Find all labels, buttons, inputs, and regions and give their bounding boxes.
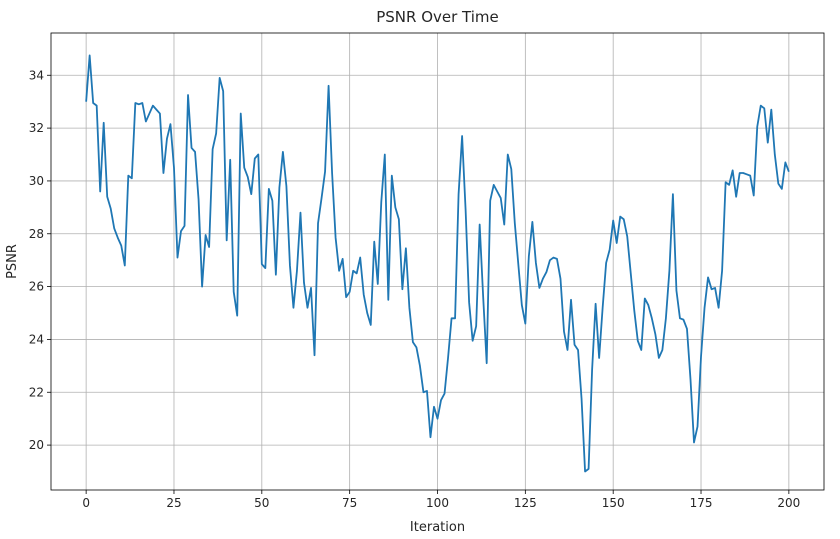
x-tick-label: 25 — [166, 496, 181, 510]
x-tick-label: 0 — [82, 496, 90, 510]
x-tick-label: 200 — [777, 496, 800, 510]
y-tick-label: 28 — [29, 227, 44, 241]
y-axis-label: PSNR — [5, 244, 20, 279]
y-tick-label: 32 — [29, 121, 44, 135]
x-tick-label: 50 — [254, 496, 269, 510]
x-tick-label: 100 — [426, 496, 449, 510]
x-tick-label: 175 — [690, 496, 713, 510]
y-tick-label: 24 — [29, 332, 44, 346]
grid-lines — [51, 33, 824, 490]
x-tick-label: 75 — [342, 496, 357, 510]
x-tick-label: 125 — [514, 496, 537, 510]
x-axis-ticks: 0 25 50 75 100 125 150 175 200 — [82, 490, 800, 510]
y-tick-label: 20 — [29, 438, 44, 452]
y-tick-label: 30 — [29, 174, 44, 188]
x-axis-label: Iteration — [410, 520, 465, 535]
y-tick-label: 34 — [29, 68, 44, 82]
psnr-series-line — [85, 54, 790, 473]
y-tick-label: 22 — [29, 385, 44, 399]
y-tick-label: 26 — [29, 280, 44, 294]
x-tick-label: 150 — [602, 496, 625, 510]
chart-title: PSNR Over Time — [376, 8, 499, 26]
y-axis-ticks: 20 22 24 26 28 30 32 34 — [29, 68, 51, 452]
series-group — [85, 54, 790, 473]
